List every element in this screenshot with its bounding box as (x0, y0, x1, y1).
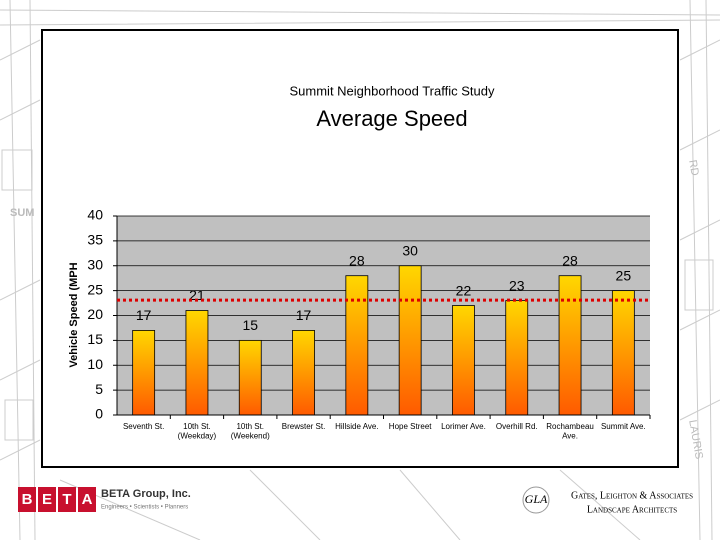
bar (611, 290, 635, 416)
bar (238, 339, 262, 416)
firm-name: Gates, Leighton & Associates (571, 490, 693, 501)
beta-logo: B E T A BETA Group, Inc. Engineers • Sci… (18, 487, 191, 512)
y-tick-label: 20 (87, 306, 103, 322)
y-tick-label: 15 (87, 331, 103, 347)
y-axis-label: Vehicle Speed (MPH (68, 262, 80, 367)
x-tick-label: Lorimer Ave. (441, 422, 486, 431)
x-tick-label: Rochambeau Ave. (546, 422, 594, 441)
data-label: 23 (509, 277, 525, 293)
y-tick-label: 5 (95, 381, 103, 397)
bar (505, 300, 529, 416)
bar (558, 275, 582, 416)
bar (292, 330, 315, 416)
data-label: 22 (456, 282, 472, 298)
gla-logo: GLA Gates, Leighton & Associates Landsca… (522, 486, 693, 515)
data-label: 30 (402, 242, 418, 258)
bar (185, 310, 209, 416)
y-tick-label: 35 (87, 232, 103, 248)
firm-sub: Landscape Architects (587, 504, 677, 515)
gla-mark: GLA (525, 492, 548, 506)
logo-letter: E (42, 491, 52, 508)
company-name: BETA Group, Inc. (101, 488, 191, 500)
y-tick-label: 0 (95, 406, 103, 422)
data-label: 17 (296, 307, 312, 323)
x-tick-label: Seventh St. (123, 422, 164, 431)
logo-letter: B (22, 491, 33, 508)
x-tick-label: Hope Street (389, 422, 432, 431)
bar (452, 305, 475, 416)
x-tick-label: Summit Ave. (601, 422, 646, 431)
map-label: SUM (10, 207, 34, 219)
x-tick-label: 10th St. (Weekend) (231, 422, 270, 441)
x-tick-label: Overhill Rd. (496, 422, 538, 431)
y-tick-label: 40 (87, 207, 103, 223)
data-label: 28 (562, 252, 578, 268)
logo-letter: T (62, 491, 71, 508)
chart-supertitle: Summit Neighborhood Traffic Study (290, 83, 495, 98)
map-label: RD (686, 159, 701, 177)
x-tick-label: 10th St. (Weekday) (178, 422, 217, 441)
bar (345, 275, 369, 416)
data-label: 28 (349, 252, 365, 268)
logo-letter: A (82, 491, 93, 508)
data-label: 25 (616, 267, 632, 283)
bar (398, 265, 422, 416)
data-label: 17 (136, 307, 152, 323)
chart-title: Average Speed (316, 106, 467, 131)
y-tick-label: 25 (87, 281, 103, 297)
bar (132, 330, 156, 416)
y-tick-label: 30 (87, 256, 103, 272)
y-tick-label: 10 (87, 356, 103, 372)
company-tagline: Engineers • Scientists • Planners (101, 505, 188, 511)
x-tick-label: Hillside Ave. (335, 422, 378, 431)
data-label: 15 (242, 317, 258, 333)
x-tick-label: Brewster St. (282, 422, 326, 431)
